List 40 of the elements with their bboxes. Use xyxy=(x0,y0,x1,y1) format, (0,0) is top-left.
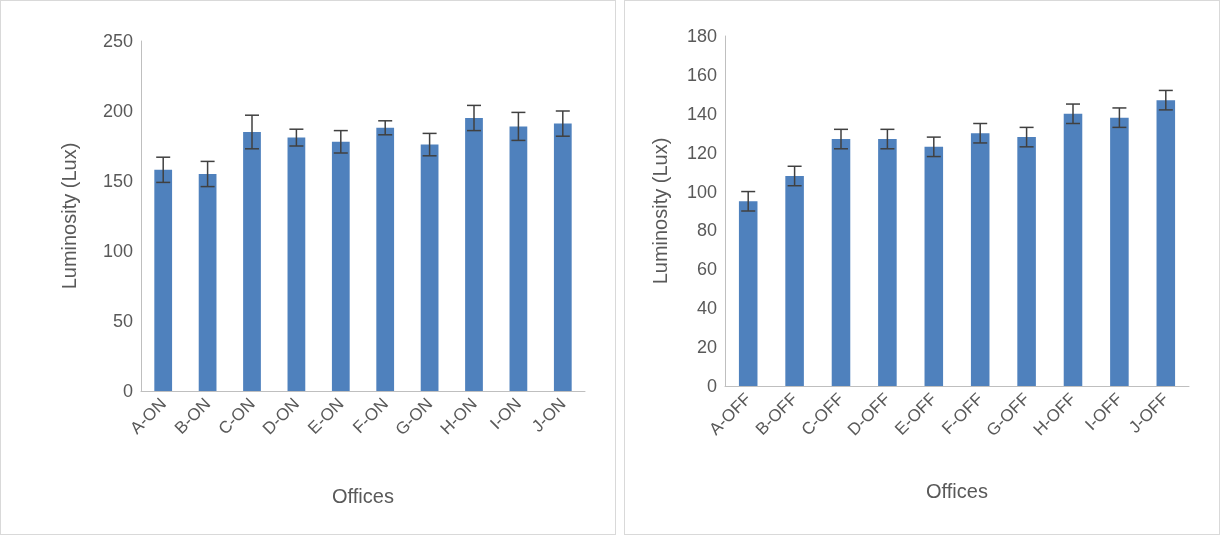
bar xyxy=(465,118,483,391)
y-tick-label: 120 xyxy=(686,142,717,163)
bar xyxy=(1063,113,1083,386)
bar xyxy=(924,146,944,386)
y-tick-label: 250 xyxy=(102,31,133,51)
bar xyxy=(738,201,758,386)
y-tick-label: 100 xyxy=(686,181,717,202)
bar xyxy=(376,127,395,391)
bar xyxy=(420,144,439,391)
y-axis-title: Luminosity (Lux) xyxy=(58,142,80,290)
bar xyxy=(785,176,804,386)
bar xyxy=(154,169,173,391)
x-axis-title: Offices xyxy=(332,485,394,507)
bar xyxy=(287,137,306,391)
y-tick-label: 160 xyxy=(686,64,717,85)
bar xyxy=(243,132,261,391)
y-tick-label: 150 xyxy=(102,171,133,191)
bar xyxy=(553,123,572,391)
bar xyxy=(831,139,851,386)
y-tick-label: 180 xyxy=(686,26,717,46)
y-axis-title: Luminosity (Lux) xyxy=(649,137,671,285)
y-tick-label: 40 xyxy=(696,298,717,319)
y-tick-label: 80 xyxy=(696,220,717,241)
y-tick-label: 0 xyxy=(706,376,717,396)
y-tick-label: 140 xyxy=(686,103,717,124)
bar xyxy=(1156,100,1176,386)
bar xyxy=(198,174,217,391)
y-tick-label: 0 xyxy=(122,381,133,401)
y-tick-label: 100 xyxy=(102,241,133,261)
x-axis-title: Offices xyxy=(926,480,988,502)
bar xyxy=(1110,117,1129,386)
bar xyxy=(1017,137,1036,386)
bar xyxy=(509,126,528,391)
y-tick-label: 200 xyxy=(102,101,133,121)
y-tick-label: 60 xyxy=(696,259,717,280)
y-tick-label: 50 xyxy=(112,311,133,331)
bar xyxy=(331,141,350,391)
bar xyxy=(970,133,990,386)
y-tick-label: 20 xyxy=(696,337,717,358)
bar xyxy=(878,139,897,386)
